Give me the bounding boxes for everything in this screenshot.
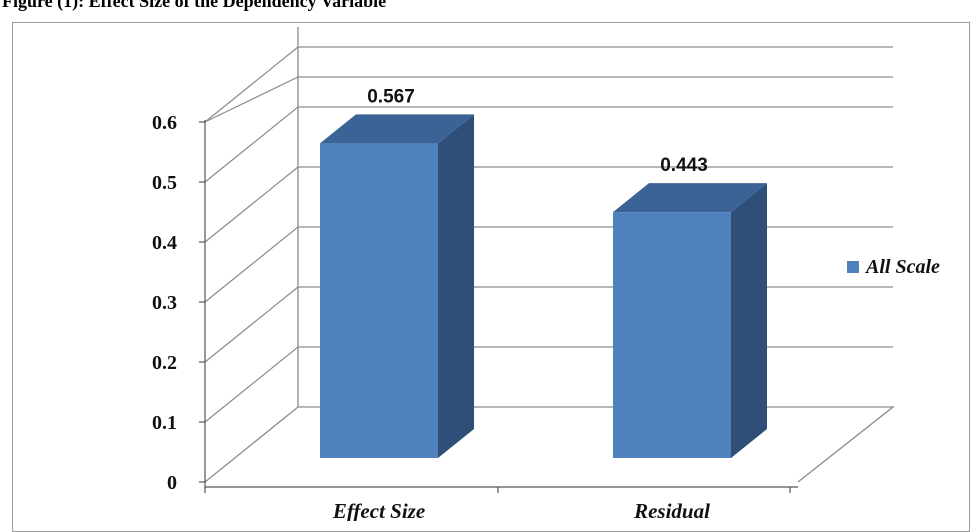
y-tick-label: 0.6 bbox=[152, 112, 177, 134]
bar-front bbox=[613, 212, 731, 458]
gridline bbox=[204, 46, 893, 123]
legend-label: All Scale bbox=[864, 256, 940, 278]
gridline bbox=[204, 286, 893, 363]
bar-side bbox=[731, 183, 767, 458]
y-tick-label: 0.5 bbox=[152, 172, 177, 194]
y-tick-label: 0.2 bbox=[152, 352, 177, 374]
bar-side bbox=[438, 114, 474, 458]
floor-outline bbox=[204, 406, 895, 483]
bar-top bbox=[613, 183, 767, 213]
x-category-label: Effect Size bbox=[332, 499, 425, 521]
figure-caption: Figure (1): Effect Size of the Dependenc… bbox=[2, 0, 387, 11]
data-label: 0.443 bbox=[660, 155, 708, 176]
gridline bbox=[204, 346, 893, 423]
bar-front bbox=[320, 143, 438, 458]
figure-caption-fragment: Figure (1): Effect Size of the Dependenc… bbox=[0, 0, 973, 16]
y-tick-label: 0.3 bbox=[152, 292, 177, 314]
data-label: 0.567 bbox=[367, 86, 415, 107]
legend-swatch bbox=[847, 261, 859, 273]
y-tick-label: 0.1 bbox=[152, 412, 177, 434]
gridline bbox=[204, 226, 893, 303]
bar-top bbox=[320, 114, 474, 144]
gridline bbox=[204, 166, 893, 243]
gridline bbox=[204, 106, 893, 183]
x-category-label: Residual bbox=[633, 499, 710, 521]
gridline bbox=[204, 76, 893, 123]
y-tick-label: 0.4 bbox=[152, 232, 177, 254]
y-tick-label: 0 bbox=[167, 472, 177, 494]
bar-chart: 0 0.1 0.2 0.3 0.4 0.5 0.6 0.567 Effect Size 0.443… bbox=[152, 27, 940, 521]
